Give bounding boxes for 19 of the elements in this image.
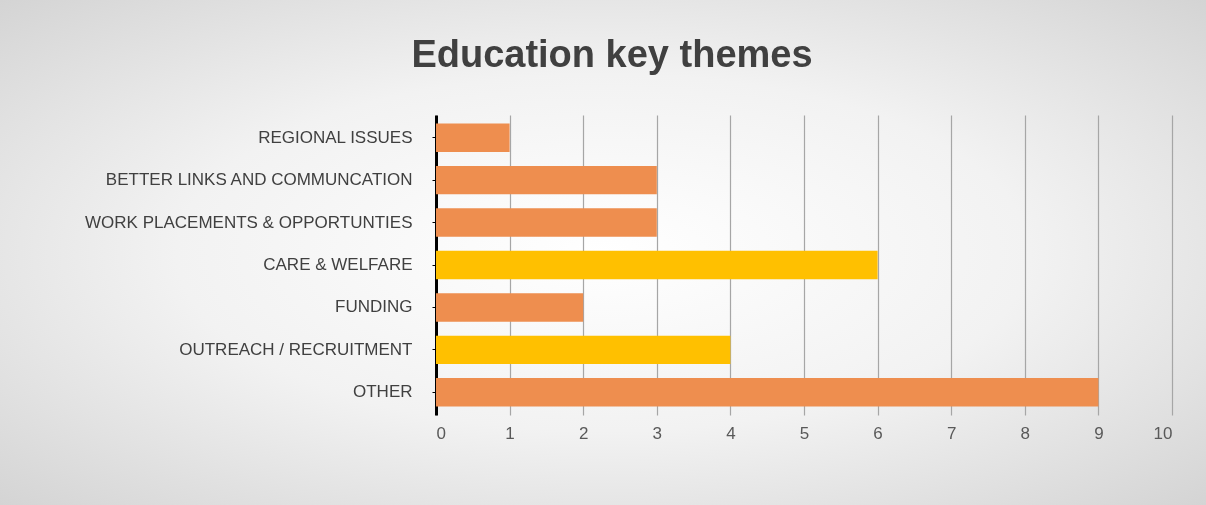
chart-title: Education key themes [411,33,813,75]
x-tick-label: 8 [1020,423,1031,443]
x-tick-label: 4 [726,423,736,443]
y-tick-label: WORK PLACEMENTS & OPPORTUNTIES [85,212,413,232]
y-tick-label: OTHER [353,382,413,402]
y-tick-label: BETTER LINKS AND COMMUNCATION [105,170,413,190]
y-tick-label: REGIONAL ISSUES [258,127,413,147]
x-tick-label: 2 [578,423,589,443]
y-tick-label: OUTREACH / RECRUITMENT [179,339,413,359]
x-tick-label: 10 [1153,423,1173,443]
x-tick-label: 7 [946,423,957,443]
x-tick-label: 5 [799,423,810,443]
x-tick-label: 9 [1094,423,1104,443]
x-tick-label: 6 [873,423,883,443]
x-tick-label: 0 [436,423,446,443]
x-tick-label: 1 [505,423,515,443]
y-tick-label: FUNDING [335,297,413,317]
y-tick-label: CARE & WELFARE [263,255,413,274]
x-tick-label: 3 [652,423,663,443]
